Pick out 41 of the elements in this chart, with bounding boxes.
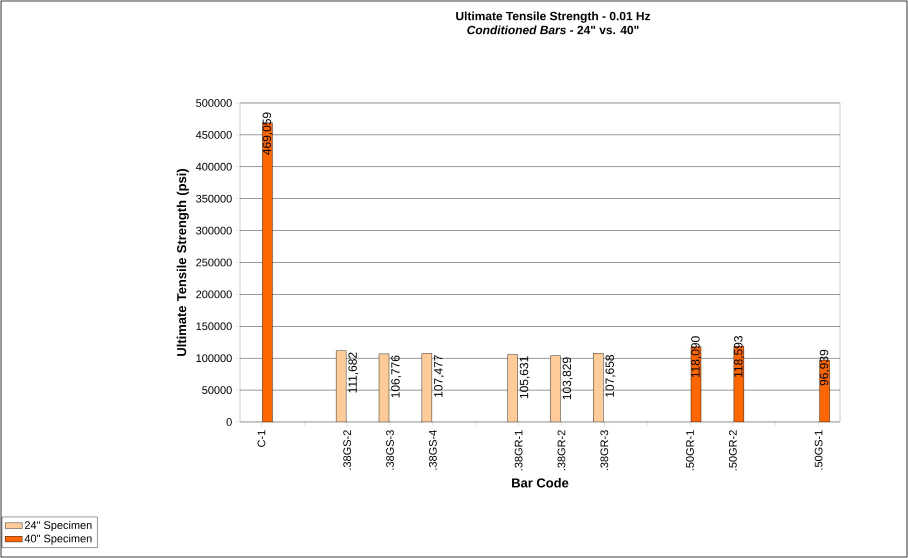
y-tick-label: 50000 [202,386,232,394]
x-tick-label: .38GS-3 [386,430,394,470]
y-tick-label: 200000 [196,290,232,298]
data-label: 111,682 [348,352,358,392]
x-tick-label: .38GS-2 [343,430,352,470]
data-label: 96,939 [820,350,830,386]
y-tick-label: 450000 [196,131,232,139]
x-tick-label: .38GR-2 [558,430,566,470]
y-tick-label: 500000 [196,99,232,107]
bar [422,353,432,422]
data-label: 107,477 [434,355,444,397]
y-axis-title: Ultimate Tensile Strength (psi) [176,168,189,356]
y-tick-label: 300000 [196,226,232,234]
x-axis-title: Bar Code [512,478,568,488]
data-label: 105,631 [520,356,530,398]
data-label: 118,090 [691,336,702,378]
y-tick-label: 100000 [196,354,232,362]
data-label: 469,059 [262,112,273,155]
x-tick-label: .50GS-1 [814,430,822,470]
y-tick-label: 250000 [196,258,232,266]
x-tick-label: .38GS-4 [428,430,437,470]
bar [593,353,604,422]
bar [507,354,518,422]
legend-label: 40" Specimen [24,534,92,545]
data-label: 106,776 [391,356,402,398]
y-tick-label: 400000 [196,162,232,171]
y-tick-label: 350000 [196,194,232,203]
y-tick-label: 150000 [196,322,232,330]
chart-subtitle: Conditioned Bars - 24" vs. 40" [467,25,638,34]
x-tick-label: .50GR-2 [728,430,737,470]
x-tick-label: .50GR-1 [686,430,694,470]
x-tick-label: C-1 [258,430,266,447]
data-label: 103,829 [562,358,573,400]
y-tick-label: 0 [226,418,232,426]
chart-title: Ultimate Tensile Strength - 0.01 Hz [456,12,650,23]
x-tick-label: .38GR-1 [514,430,522,470]
data-label: 118,593 [734,336,744,377]
data-label: 107,658 [605,355,616,397]
legend-label: 24" Specimen [24,520,92,532]
x-tick-label: .38GR-3 [600,430,608,470]
bar [336,350,346,422]
